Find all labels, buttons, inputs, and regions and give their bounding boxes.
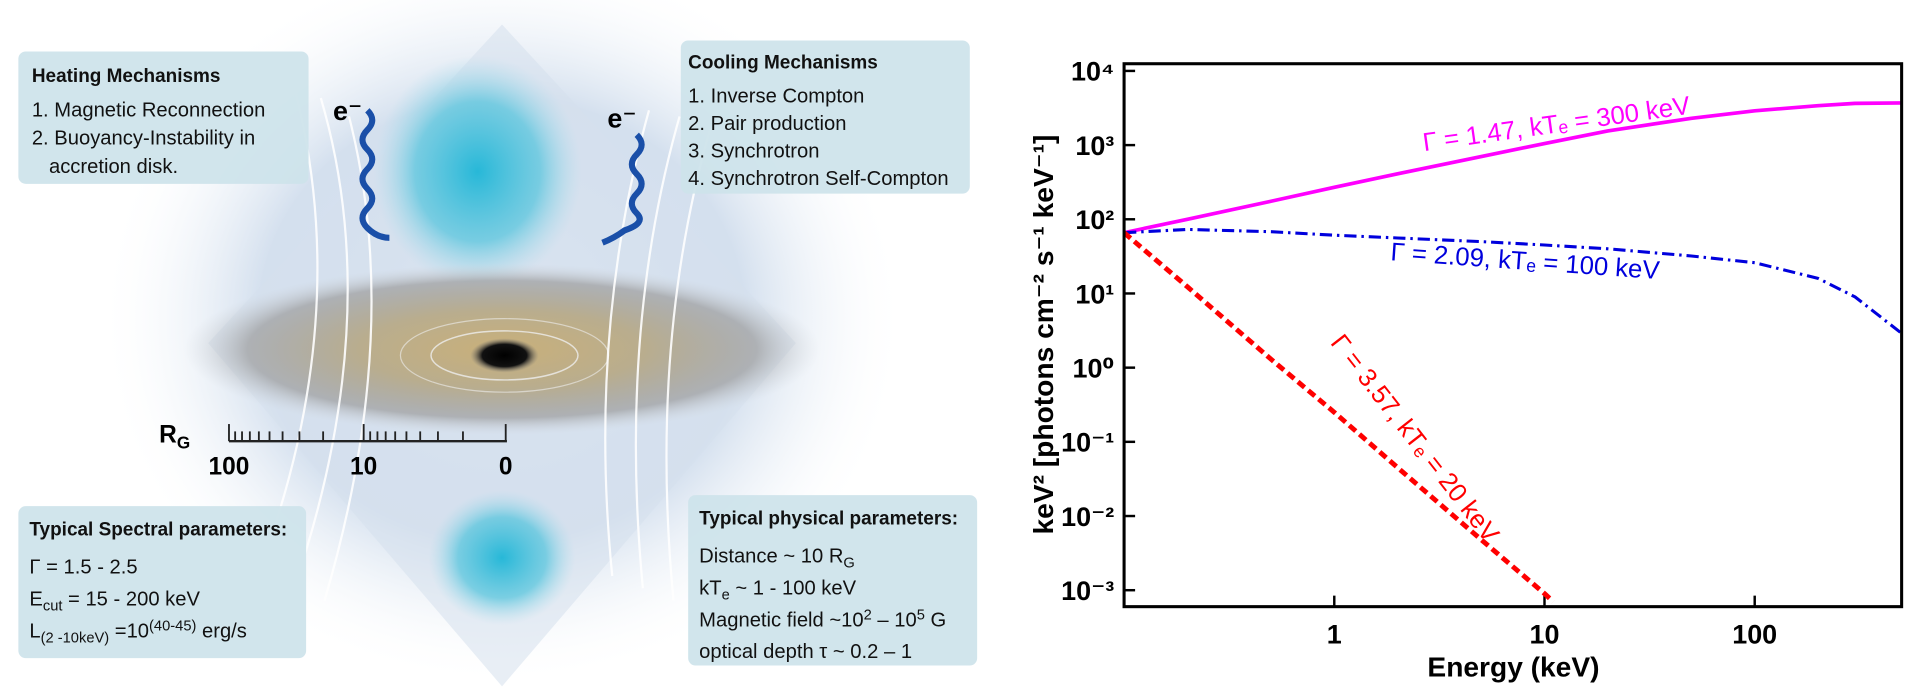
box-line: Distance ~ 10 RG xyxy=(699,546,855,572)
series-line xyxy=(1124,227,1902,335)
box-text-segment: 1. Magnetic Reconnection xyxy=(32,99,266,121)
scale-label-sub: G xyxy=(177,433,190,453)
info-box xyxy=(688,495,978,666)
y-tick-label: 10¹ xyxy=(1075,279,1114,309)
y-tick-label: 10⁰ xyxy=(1073,353,1115,383)
series-annotation: Γ = 3.57, kTₑ = 20 keV xyxy=(1325,329,1505,548)
y-tick-label: 10² xyxy=(1075,205,1114,235)
plot-area xyxy=(1124,101,1902,604)
box-text-segment: optical depth τ ~ 0.2 – 1 xyxy=(699,641,912,663)
box-texts: Heating Mechanisms 1. Magnetic Reconnecti… xyxy=(29,53,958,664)
box-text-segment: Magnetic field ~10 xyxy=(699,609,863,631)
box-line: kTe ~ 1 - 100 keV xyxy=(699,577,856,603)
box-title: Heating Mechanisms xyxy=(32,66,221,87)
electron-helix xyxy=(359,108,390,241)
box-line: 2. Pair production xyxy=(688,113,846,135)
box-text-segment: G xyxy=(843,555,854,571)
box-text-segment: L xyxy=(29,620,40,642)
box-line: 2. Buoyancy-Instability in xyxy=(32,128,255,150)
scale-tick-label: 0 xyxy=(499,453,513,480)
box-text-segment: E xyxy=(29,588,42,610)
box-text-segment: =10 xyxy=(109,620,149,642)
box-line: accretion disk. xyxy=(49,156,178,178)
x-axis-label: Energy (keV) xyxy=(1427,651,1599,683)
electron-label: e⁻ xyxy=(607,103,636,133)
box-line: 1. Inverse Compton xyxy=(688,85,864,107)
series-line xyxy=(1124,101,1902,235)
box-line: Magnetic field ~102 – 105 G xyxy=(699,607,946,631)
x-tick-label: 10 xyxy=(1530,619,1560,649)
box-text-segment: kT xyxy=(699,577,721,599)
electron-label: e⁻ xyxy=(333,96,362,126)
box-line: Γ = 1.5 - 2.5 xyxy=(29,557,137,579)
info-box xyxy=(18,506,307,659)
y-tick-label: 10⁻¹ xyxy=(1061,428,1114,458)
electron-helix xyxy=(601,132,645,246)
box-line: Ecut = 15 - 200 keV xyxy=(29,588,200,614)
box-title: Cooling Mechanisms xyxy=(688,53,878,74)
box-text-segment: = 15 - 200 keV xyxy=(62,588,200,610)
scale-tick-label: 10 xyxy=(350,453,377,480)
box-text-segment: accretion disk. xyxy=(49,156,178,178)
black-hole xyxy=(470,338,539,373)
x-tick-label: 1 xyxy=(1327,619,1342,649)
scale-label: RG xyxy=(159,421,190,452)
box-text-segment: G xyxy=(925,609,946,631)
box-line: 4. Synchrotron Self-Compton xyxy=(688,168,948,190)
field-lines xyxy=(256,85,712,601)
info-box xyxy=(18,51,309,184)
scale-ticks xyxy=(228,424,507,442)
box-title: Typical Spectral parameters: xyxy=(29,520,287,541)
box-line: 3. Synchrotron xyxy=(688,140,819,162)
jet-lower xyxy=(428,490,576,626)
y-tick-label: 10⁻² xyxy=(1061,502,1114,532)
box-line: 1. Magnetic Reconnection xyxy=(32,99,266,121)
series-line xyxy=(1124,230,1555,604)
series-annotation: Γ = 1.47, kTₑ = 300 keV xyxy=(1421,92,1693,157)
box-line: L(2 -10keV) =10(40-45) erg/s xyxy=(29,618,247,646)
jet-upper xyxy=(373,55,582,289)
box-text-segment: Distance ~ 10 R xyxy=(699,546,843,568)
box-text-segment: 4. Synchrotron Self-Compton xyxy=(688,168,948,190)
box-text-segment: Γ = 1.5 - 2.5 xyxy=(29,557,137,579)
box-text-segment: 2 xyxy=(864,607,872,623)
chart: Energy (keV) keV² [photons cm⁻² s⁻¹ keV⁻… xyxy=(1027,57,1904,683)
scale-label-main: R xyxy=(159,421,177,448)
box-text-segment: – 10 xyxy=(872,609,917,631)
scale-tick-label: 100 xyxy=(209,453,250,480)
box-title: Typical physical parameters: xyxy=(699,509,958,530)
box-text-segment: 2. Buoyancy-Instability in xyxy=(32,128,255,150)
box-text-segment: 1. Inverse Compton xyxy=(688,85,864,107)
box-text-segment: ~ 1 - 100 keV xyxy=(730,577,857,599)
y-tick-label: 10⁴ xyxy=(1071,57,1114,87)
disk-ring xyxy=(430,330,579,381)
box-text-segment: 5 xyxy=(917,607,925,623)
y-tick-label: 10³ xyxy=(1075,131,1114,161)
x-tick-label: 100 xyxy=(1732,619,1777,649)
y-axis-label: keV² [photons cm⁻² s⁻¹ keV⁻¹] xyxy=(1027,135,1059,535)
box-text-segment: e xyxy=(722,587,730,603)
box-text-segment: (2 -10keV) xyxy=(41,630,110,646)
info-box xyxy=(680,40,970,194)
y-tick-label: 10⁻³ xyxy=(1061,576,1114,606)
box-text-segment: (40-45) xyxy=(149,618,196,634)
box-text-segment: erg/s xyxy=(196,620,247,642)
plot-frame xyxy=(1122,62,1904,609)
box-text-segment: 3. Synchrotron xyxy=(688,140,819,162)
box-text-segment: 2. Pair production xyxy=(688,113,846,135)
box-text-segment: cut xyxy=(43,598,63,614)
box-line: optical depth τ ~ 0.2 – 1 xyxy=(699,641,912,663)
